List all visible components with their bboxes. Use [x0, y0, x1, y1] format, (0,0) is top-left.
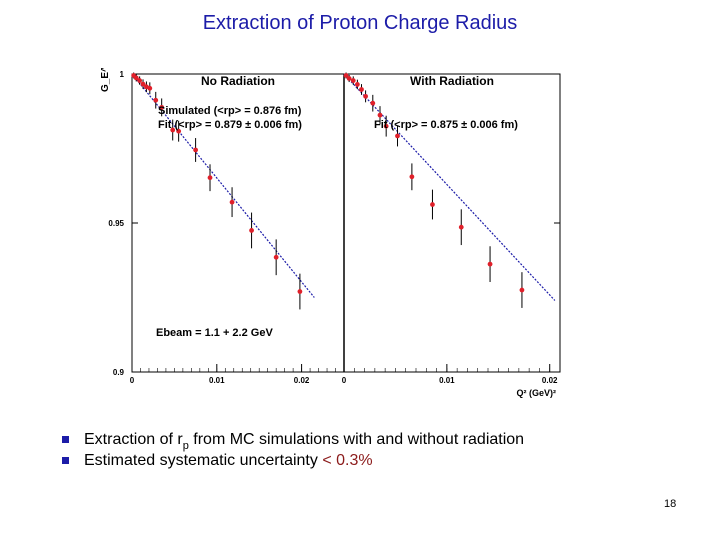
bullet-list: Extraction of rp from MC simulations wit…: [62, 430, 524, 471]
data-point: [383, 123, 389, 129]
data-point: [519, 287, 525, 293]
square-bullet-icon: [62, 457, 69, 464]
bullet-item-radius-extraction: Extraction of rp from MC simulations wit…: [62, 430, 525, 452]
fit-annotation: Simulated (<rp> = 0.876 fm): [158, 105, 302, 117]
data-point: [153, 97, 159, 103]
data-point: [249, 228, 254, 233]
fit-line: [131, 73, 315, 298]
form-factor-chart: 1 0.95 0.9 G_E^p Q² (GeV)² No Radiation 0 0.01 0…: [100, 68, 561, 398]
slide-title: Extraction of Proton Charge Radius: [202, 12, 518, 34]
data-point: [207, 175, 213, 181]
x-tick-label: 0.01: [209, 376, 225, 385]
data-point: [487, 261, 493, 267]
data-point: [377, 112, 383, 118]
beam-energy-annotation: Ebeam = 1.1 + 2.2 GeV: [156, 327, 273, 339]
bullet-text-suffix: from MC simulations with and without rad…: [188, 431, 525, 448]
x-tick-label: 0.01: [439, 376, 455, 385]
bullet-item-systematic-uncertainty: Estimated systematic uncertainty < 0.3%: [62, 451, 524, 471]
x-tick-label: 0: [342, 376, 347, 385]
uncertainty-value: < 0.3%: [322, 452, 373, 469]
page-number: 18: [664, 498, 677, 510]
panel-title: No Radiation: [201, 74, 275, 88]
data-point: [140, 81, 146, 87]
data-point: [193, 147, 198, 153]
y-tick-label: 0.9: [113, 368, 125, 377]
data-point: [147, 85, 153, 91]
data-point: [133, 75, 139, 81]
data-point: [430, 202, 435, 207]
data-point: [159, 104, 165, 110]
x-tick-label: 0.02: [542, 376, 558, 385]
data-point: [137, 78, 143, 83]
data-point: [229, 199, 235, 205]
data-point: [370, 100, 376, 106]
x-axis-label: Q² (GeV)²: [517, 388, 557, 398]
square-bullet-icon: [62, 436, 69, 443]
panel-title: With Radiation: [410, 74, 494, 88]
data-point: [297, 289, 303, 294]
x-tick-label: 0.02: [294, 376, 310, 385]
data-point: [343, 73, 349, 78]
fit-line: [343, 73, 556, 301]
y-tick-label: 1: [120, 70, 125, 79]
data-point: [395, 133, 400, 139]
fit-annotation: Fit (<rp> = 0.879 ± 0.006 fm): [158, 119, 302, 131]
data-point: [458, 224, 464, 230]
y-tick-label: 0.95: [108, 219, 124, 228]
data-point: [363, 93, 368, 99]
bullet-text-prefix: Estimated systematic uncertainty: [84, 452, 323, 469]
bullet-text-subscript: p: [182, 440, 189, 452]
data-point: [170, 127, 176, 133]
data-point: [176, 128, 182, 134]
data-point: [350, 78, 356, 83]
bullet-text-prefix: Extraction of r: [84, 431, 183, 448]
data-point: [409, 174, 415, 180]
y-axis-label: G_E^p: [100, 68, 111, 92]
x-tick-label: 0: [130, 376, 135, 385]
data-point: [354, 82, 360, 87]
data-point: [346, 76, 352, 81]
fit-annotation: Fit (<rp> = 0.875 ± 0.006 fm): [374, 119, 518, 131]
data-point: [359, 87, 364, 92]
data-point: [273, 254, 279, 260]
